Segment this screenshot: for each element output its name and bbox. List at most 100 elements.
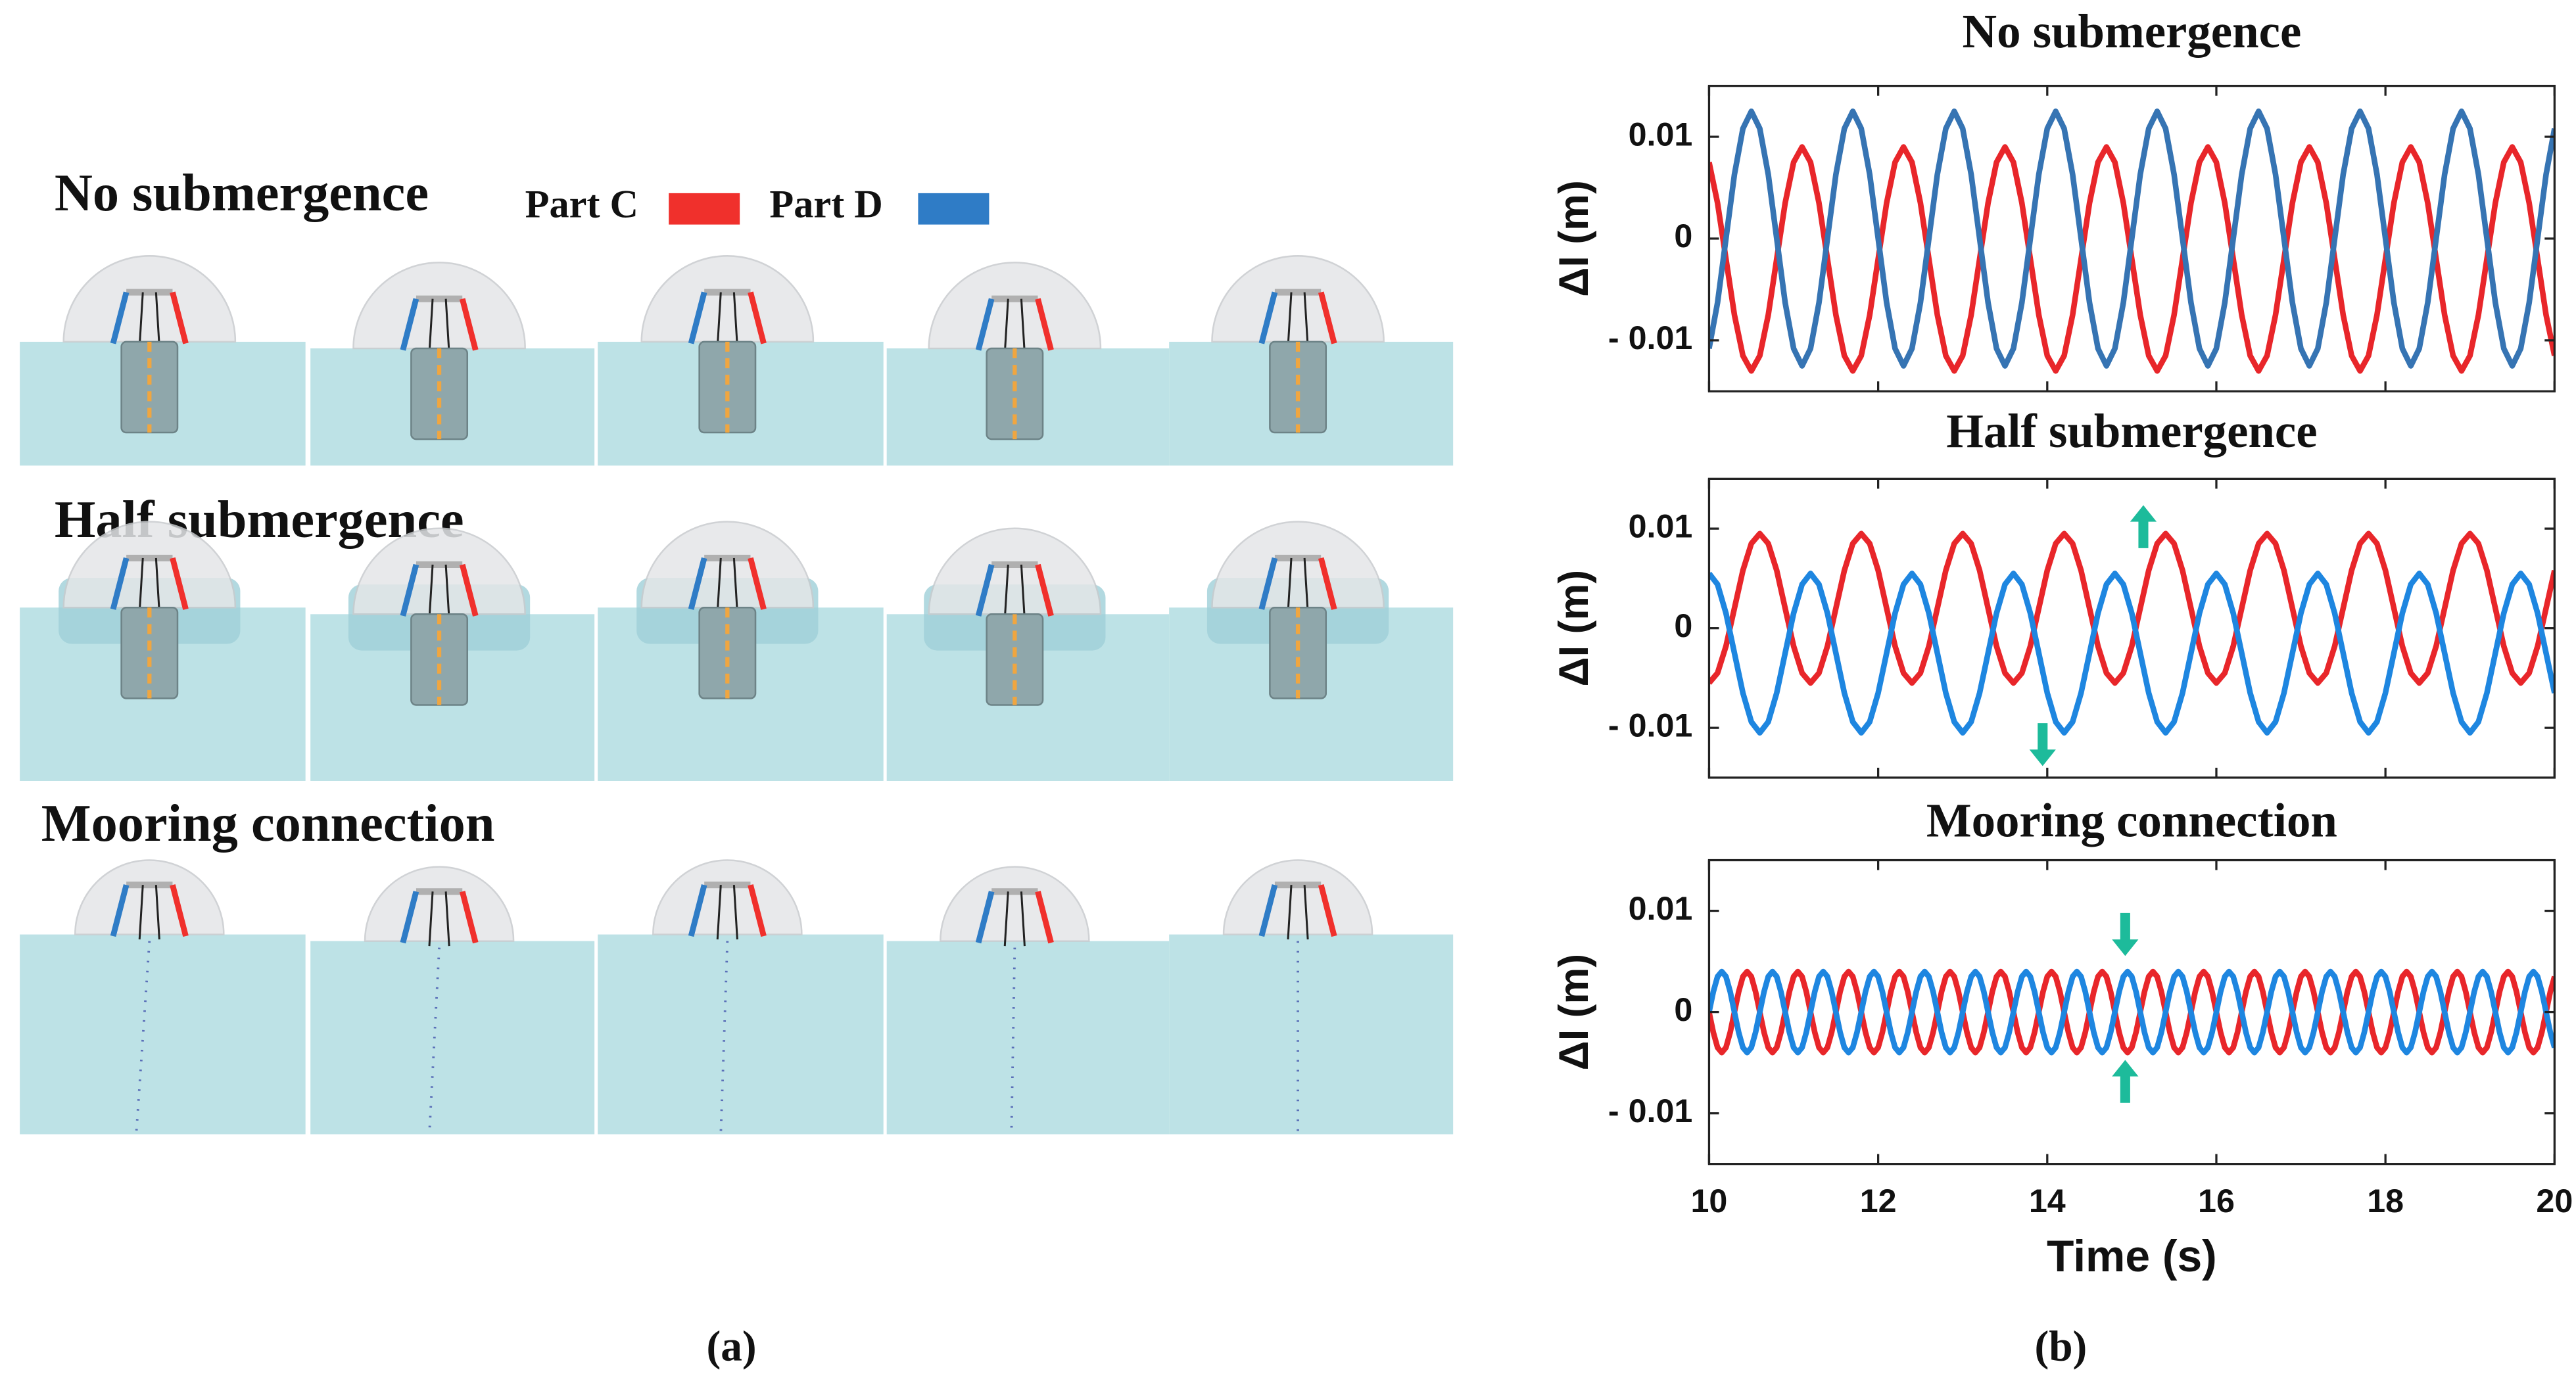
rod [138,557,144,613]
plot-area [1709,968,2555,1056]
chart: Half submergence ΔI (m) - 0.01 0 0.01 [1551,404,2556,779]
dome [940,866,1090,942]
rod [138,885,144,940]
leg-d [975,891,995,944]
rod [1003,564,1009,619]
leg-c [1318,884,1337,937]
top-plate [704,289,751,296]
y-tick-label: 0.01 [1629,890,1693,927]
rod [1020,298,1026,354]
leg-d [688,291,707,344]
rod [428,891,434,947]
rod [1020,891,1026,947]
plot-area [1709,108,2555,374]
arrow-up [2112,1060,2139,1103]
top-plate [1274,289,1322,296]
caption: (b) [2034,1323,2087,1370]
leg-d [110,557,130,610]
x-tick-label: 12 [1860,1183,1897,1219]
water [1169,934,1454,1135]
rod [138,292,144,347]
dome [352,527,526,615]
y-tick-label: 0.01 [1629,507,1693,544]
rod [444,891,450,947]
leg-c [459,563,479,617]
leg-c [748,291,767,344]
chart-title: Mooring connection [1926,794,2337,847]
series-line [1709,530,2555,686]
cylinder [698,607,757,699]
dome [74,859,225,935]
leg-c [170,557,189,610]
rod [444,564,450,619]
leg-c [1035,563,1054,617]
leg-d [1258,557,1278,610]
rod [1303,557,1309,613]
leg-c [1035,891,1054,944]
rod [1003,298,1009,354]
cylinder [410,347,469,440]
x-tick-label: 10 [1691,1183,1728,1219]
leg-d [110,884,130,937]
water [598,934,884,1135]
rod [1287,885,1293,940]
y-tick-label: - 0.01 [1608,707,1692,743]
rod [155,557,160,613]
arrow-down [2112,912,2139,956]
series-line [1709,968,2555,1056]
leg-c [1318,557,1337,610]
top-plate [416,561,463,568]
y-axis-label: ΔI (m) [1551,954,1597,1071]
cylinder [986,613,1044,706]
dome [640,521,815,609]
arrow-up [2130,505,2157,548]
dome [928,527,1102,615]
top-plate [704,554,751,561]
top-plate [126,882,173,889]
leg-d [975,298,995,351]
top-plate [1274,554,1322,561]
cylinder [986,347,1044,440]
legend-label: Part D [769,182,882,226]
rod [428,564,434,619]
dome [928,262,1102,350]
water [886,941,1170,1135]
series-line [1709,571,2555,736]
top-plate [126,289,173,296]
y-tick-label: 0 [1674,218,1692,254]
y-axis-label: ΔI (m) [1551,180,1597,297]
leg-d [1258,291,1278,344]
top-plate [991,295,1038,302]
dome [62,521,237,609]
leg-c [459,298,479,351]
rod [716,292,722,347]
dome [1222,859,1373,935]
leg-d [688,557,707,610]
dome [640,255,815,343]
chart-title: No submergence [1963,5,2302,58]
rod [155,292,160,347]
rod [444,298,450,354]
leg-d [400,891,419,944]
rod [716,885,722,940]
chart-title: Half submergence [1946,404,2317,458]
dome [364,866,515,942]
rod [732,557,738,613]
arrow-down [2029,723,2056,766]
y-tick-label: 0 [1674,607,1692,644]
x-tick-label: 16 [2198,1183,2235,1219]
y-tick-label: - 0.01 [1608,1093,1692,1129]
caption: (a) [707,1323,757,1370]
rod [732,292,738,347]
rod [1003,891,1009,947]
water [20,934,306,1135]
legend-label: Part C [525,182,638,226]
rod [1287,292,1293,347]
rod [155,885,160,940]
legend-swatch [669,193,740,225]
top-plate [416,295,463,302]
legend-swatch [918,193,990,225]
dome [1211,255,1385,343]
